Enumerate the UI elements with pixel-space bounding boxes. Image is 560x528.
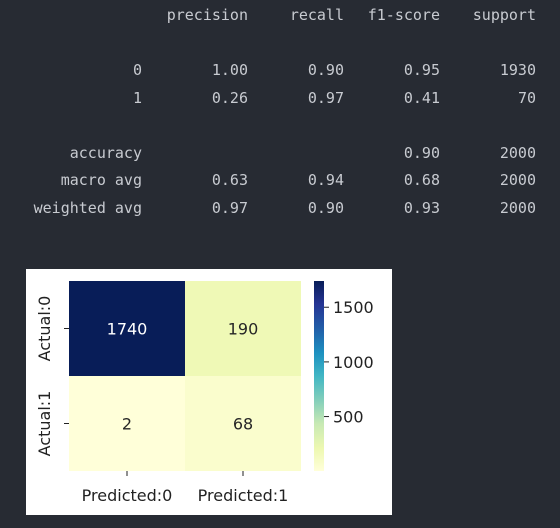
- precision-value: 0.26: [211, 89, 248, 107]
- colorbar-tick-label: 500: [333, 408, 364, 427]
- row-label: weighted avg: [33, 199, 142, 217]
- support-value: 1930: [499, 61, 536, 79]
- support-value: 2000: [499, 171, 536, 189]
- support-value: 2000: [499, 199, 536, 217]
- row-label: 1: [132, 89, 142, 107]
- heatmap-cell: [69, 376, 185, 471]
- precision-value: 0.63: [211, 171, 248, 189]
- colorbar-tick-label: 1500: [333, 298, 374, 317]
- cell-value-label: 2: [122, 415, 132, 434]
- x-tick-label: Predicted:0: [82, 486, 173, 505]
- row-label: macro avg: [60, 171, 142, 189]
- header-f1-score: f1-score: [367, 6, 440, 24]
- header-precision: precision: [166, 6, 248, 24]
- x-tick-label: Predicted:1: [198, 486, 289, 505]
- y-tick-label: Actual:0: [35, 296, 54, 362]
- cell-value-label: 68: [233, 415, 253, 434]
- recall-value: 0.90: [307, 61, 344, 79]
- heatmap-cell: [185, 281, 301, 376]
- recall-value: 0.90: [307, 199, 344, 217]
- cell-value-label: 1740: [107, 320, 148, 339]
- support-value: 2000: [499, 144, 536, 162]
- f1-value: 0.93: [403, 199, 440, 217]
- heatmap-cell: [69, 281, 185, 376]
- y-tick-label: Actual:1: [35, 391, 54, 457]
- header-support: support: [472, 6, 536, 24]
- f1-value: 0.90: [403, 144, 440, 162]
- precision-value: 1.00: [211, 61, 248, 79]
- row-label: 0: [132, 61, 142, 79]
- cell-value-label: 190: [228, 320, 259, 339]
- row-label: accuracy: [69, 144, 142, 162]
- colorbar: [314, 281, 324, 471]
- f1-value: 0.95: [403, 61, 440, 79]
- f1-value: 0.68: [403, 171, 440, 189]
- support-value: 70: [517, 89, 536, 107]
- colorbar-tick-label: 1000: [333, 353, 374, 372]
- confusion-matrix-heatmap: 1740 190 2 68 Predicted:0 Predicted:1 Actual:0…: [35, 281, 374, 505]
- classification-report: precision recall f1-score support 0 1.00…: [0, 0, 560, 230]
- confusion-matrix-figure: 1740 190 2 68 Predicted:0 Predicted:1 Actual:0…: [26, 269, 392, 515]
- heatmap-cell: [185, 376, 301, 471]
- recall-value: 0.97: [307, 89, 344, 107]
- precision-value: 0.97: [211, 199, 248, 217]
- f1-value: 0.41: [403, 89, 440, 107]
- recall-value: 0.94: [307, 171, 344, 189]
- header-recall: recall: [289, 6, 344, 24]
